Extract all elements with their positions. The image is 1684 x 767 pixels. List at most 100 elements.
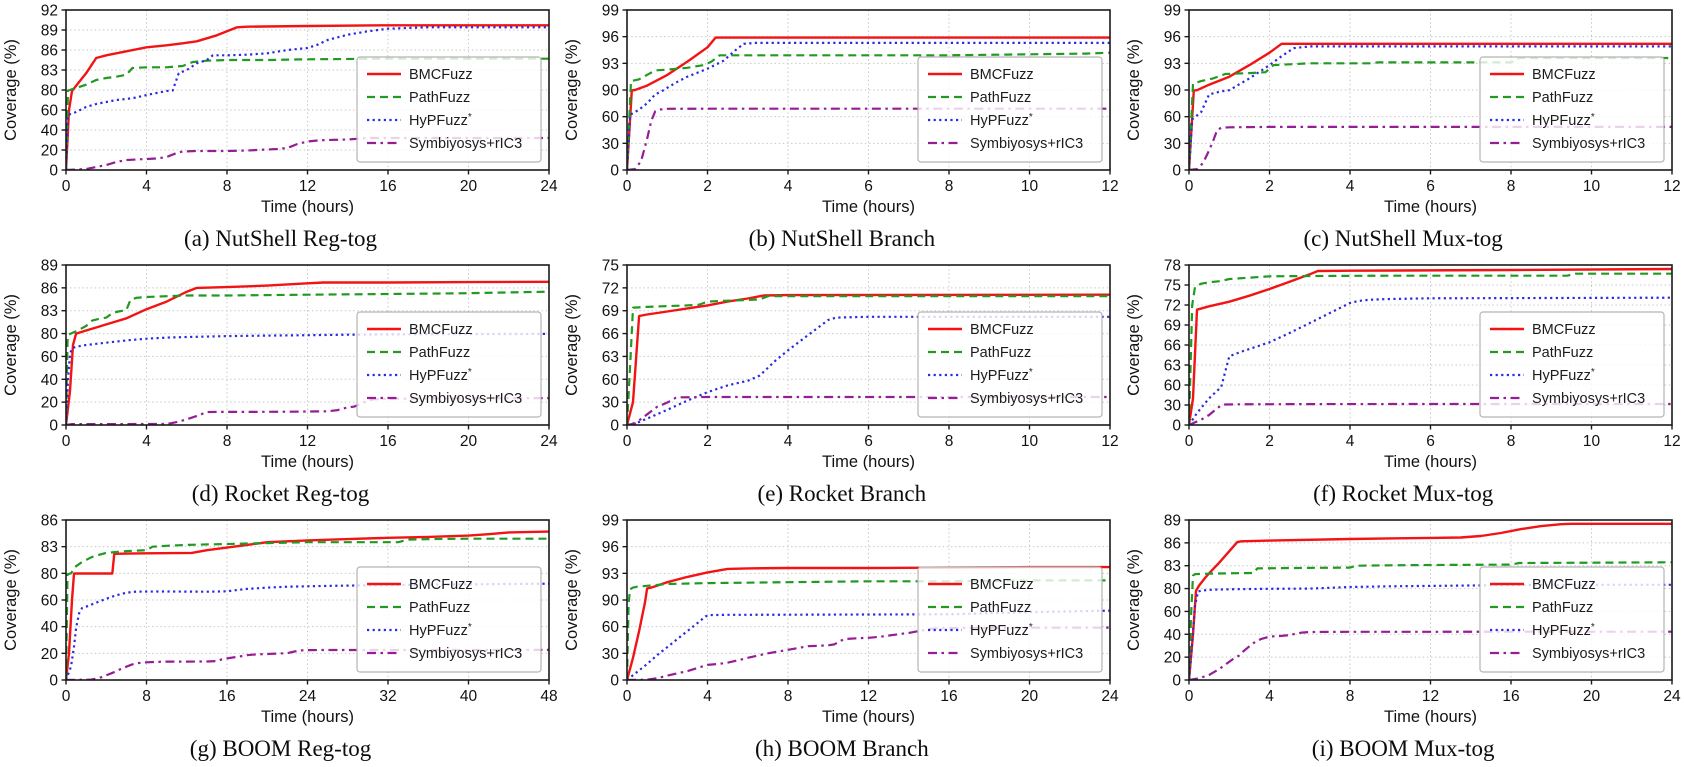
- series-line-pathfuzz: [627, 51, 1111, 170]
- legend: BMCFuzz PathFuzz HyPFuzz* Symbiyosys+rIC3: [356, 56, 542, 163]
- x-tick-label: 16: [379, 178, 396, 195]
- x-tick-label: 12: [299, 178, 316, 195]
- x-tick-label: 0: [623, 688, 632, 705]
- legend-label: HyPFuzz*: [1532, 367, 1595, 384]
- chart-caption: (i) BOOM Mux-tog: [1311, 736, 1495, 761]
- chart-canvas-b: 0 30 60 90 93 96 99 0 2 4 6 8 10 12 Coverage (%) Time (…: [563, 3, 1119, 217]
- series-line-hypfuzz-: [66, 26, 549, 170]
- series-line-pathfuzz: [1188, 272, 1672, 425]
- axes: 0 30 60 63 66 69 72 75 0 2 4 6 8 10 12: [602, 258, 1119, 451]
- x-tick-label: 16: [379, 433, 396, 450]
- x-tick-label: 0: [1184, 433, 1193, 450]
- y-tick-label: 83: [41, 303, 58, 320]
- x-tick-label: 6: [865, 433, 874, 450]
- chart-cell-c: 0 30 60 90 93 96 99 0 2 4 6 8 10 12 Coverage (%) Time (…: [1123, 2, 1684, 257]
- legend-label: HyPFuzz*: [409, 112, 472, 129]
- legend: BMCFuzz PathFuzz HyPFuzz* Symbiyosys+rIC3: [917, 566, 1103, 673]
- chart-canvas-f: 0 30 60 63 66 69 72 75 78 0 2 4 6 8 10 12 Coverage (%) Ti…: [1125, 258, 1681, 472]
- chart-caption: (h) BOOM Branch: [754, 736, 929, 761]
- series-lines: [1188, 42, 1672, 170]
- legend-label: Symbiyosys+rIC3: [1532, 136, 1645, 152]
- chart-cell-f: 0 30 60 63 66 69 72 75 78 0 2 4 6 8 10 12 Coverage (%) Ti…: [1123, 257, 1684, 512]
- x-tick-label: 12: [860, 688, 877, 705]
- x-tick-label: 12: [1102, 178, 1119, 195]
- legend: BMCFuzz PathFuzz HyPFuzz* Symbiyosys+rIC3: [1479, 56, 1665, 163]
- series-line-bmcfuzz: [1188, 267, 1672, 425]
- x-tick-label: 12: [1663, 178, 1680, 195]
- series-line-pathfuzz: [1188, 56, 1672, 170]
- series-line-bmcfuzz: [66, 530, 549, 680]
- series-line-symbiyosys-ric3: [627, 395, 1111, 425]
- chart-canvas-g: 0 20 40 60 80 83 86 0 8 16 24 32 40 48 Coverage (%) Tim…: [2, 513, 558, 727]
- series-line-hypfuzz-: [627, 609, 1111, 680]
- y-tick-label: 80: [41, 326, 59, 343]
- x-tick-label: 4: [1345, 178, 1354, 195]
- series-line-hypfuzz-: [1188, 45, 1672, 170]
- series-line-pathfuzz: [66, 537, 549, 680]
- chart-canvas-a: 0 20 40 60 80 83 86 89 92 0 4 8 12 16 20 24 Coverage (%)…: [2, 3, 558, 217]
- y-tick-label: 69: [1163, 318, 1180, 335]
- x-tick-label: 24: [1663, 688, 1681, 705]
- y-tick-label: 40: [41, 619, 59, 636]
- x-tick-label: 8: [945, 178, 954, 195]
- series-line-hypfuzz-: [627, 41, 1111, 170]
- legend-label: PathFuzz: [1532, 345, 1593, 361]
- y-tick-label: 89: [41, 258, 58, 275]
- x-tick-label: 20: [1021, 688, 1039, 705]
- y-tick-label: 72: [1163, 298, 1180, 315]
- axes: 0 30 60 90 93 96 99 0 2 4 6 8 10 12: [602, 3, 1119, 196]
- y-tick-label: 66: [1163, 338, 1180, 355]
- x-tick-label: 0: [62, 178, 71, 195]
- x-axis-label: Time (hours): [1384, 708, 1477, 726]
- x-tick-label: 10: [1021, 178, 1039, 195]
- x-tick-label: 24: [540, 433, 558, 450]
- y-tick-label: 30: [1163, 136, 1181, 153]
- legend-label: Symbiyosys+rIC3: [409, 391, 522, 407]
- y-tick-label: 75: [1163, 278, 1180, 295]
- y-tick-label: 0: [611, 673, 620, 690]
- x-tick-label: 16: [218, 688, 235, 705]
- x-tick-label: 0: [62, 433, 71, 450]
- y-tick-label: 20: [41, 646, 59, 663]
- y-tick-label: 78: [1163, 258, 1180, 275]
- y-tick-label: 0: [49, 163, 58, 180]
- y-tick-label: 99: [1163, 3, 1180, 20]
- legend-label: Symbiyosys+rIC3: [409, 136, 522, 152]
- legend-label: BMCFuzz: [409, 577, 473, 593]
- x-tick-label: 20: [460, 433, 478, 450]
- y-tick-label: 40: [41, 372, 59, 389]
- series-line-symbiyosys-ric3: [1188, 402, 1672, 425]
- x-tick-label: 32: [379, 688, 396, 705]
- y-tick-label: 40: [1163, 627, 1181, 644]
- series-line-bmcfuzz: [1188, 42, 1672, 170]
- y-tick-label: 60: [41, 103, 59, 120]
- x-tick-label: 8: [1345, 688, 1354, 705]
- y-tick-label: 90: [602, 593, 620, 610]
- y-axis-label: Coverage (%): [2, 39, 20, 141]
- x-tick-label: 0: [623, 433, 632, 450]
- series-line-hypfuzz-: [1188, 296, 1672, 425]
- chart-cell-a: 0 20 40 60 80 83 86 89 92 0 4 8 12 16 20 24 Coverage (%)…: [0, 2, 561, 257]
- x-tick-label: 0: [62, 688, 71, 705]
- legend-label: BMCFuzz: [970, 322, 1034, 338]
- x-axis-label: Time (hours): [1384, 453, 1477, 471]
- y-tick-label: 83: [41, 539, 58, 556]
- legend: BMCFuzz PathFuzz HyPFuzz* Symbiyosys+rIC3: [1479, 311, 1665, 418]
- series-line-symbiyosys-ric3: [1188, 125, 1672, 170]
- series-line-hypfuzz-: [627, 315, 1111, 425]
- y-axis-label: Coverage (%): [563, 294, 581, 396]
- series-line-bmcfuzz: [66, 280, 549, 425]
- series-line-bmcfuzz: [66, 24, 549, 170]
- x-tick-label: 4: [1265, 688, 1274, 705]
- x-tick-label: 24: [299, 688, 317, 705]
- x-tick-label: 10: [1583, 178, 1601, 195]
- x-tick-label: 0: [1184, 688, 1193, 705]
- legend-label: PathFuzz: [409, 345, 470, 361]
- chart-cell-h: 0 30 60 90 93 96 99 0 4 8 12 16 20 24 Coverage (%) Time…: [561, 512, 1122, 767]
- chart-canvas-h: 0 30 60 90 93 96 99 0 4 8 12 16 20 24 Coverage (%) Time…: [563, 513, 1119, 727]
- x-tick-label: 8: [223, 433, 232, 450]
- y-tick-label: 40: [41, 123, 59, 140]
- x-tick-label: 4: [704, 688, 713, 705]
- y-tick-label: 60: [602, 372, 620, 389]
- x-tick-label: 4: [142, 178, 151, 195]
